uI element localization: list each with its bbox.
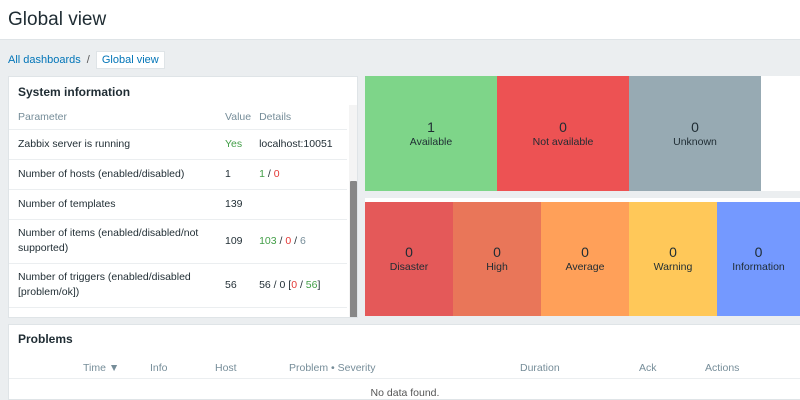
value-cell: Yes — [221, 129, 256, 160]
severity-high[interactable]: 0 High — [453, 202, 541, 316]
host-availability-unknown[interactable]: 0 Unknown — [629, 76, 761, 191]
widget-title-problems: Problems — [18, 332, 73, 346]
tile-label: Warning — [653, 261, 693, 273]
table-row: Number of triggers (enabled/disabled [pr… — [9, 263, 347, 308]
param-cell: Number of users (online) — [9, 307, 221, 317]
system-information-table: Parameter Value Details Zabbix server is… — [9, 105, 347, 318]
details-cell: 1 / 0 — [255, 159, 347, 190]
system-information-widget: System information Parameter Value Detai… — [8, 76, 358, 318]
table-row: Number of hosts (enabled/disabled) 1 1 /… — [9, 159, 347, 190]
host-availability-widget: 1 Available 0 Not available 0 Unknown — [365, 76, 800, 191]
page-title: Global view — [8, 9, 107, 30]
tile-label: Available — [409, 135, 453, 148]
value-cell: 139 — [221, 189, 256, 220]
details-part: / — [276, 234, 286, 247]
host-availability-not-available[interactable]: 0 Not available — [497, 76, 629, 191]
breadcrumb: All dashboards / Global view — [8, 51, 165, 69]
param-cell: Number of items (enabled/disabled/not su… — [9, 219, 221, 264]
severity-average[interactable]: 0 Average — [541, 202, 629, 316]
value-cell: 56 — [221, 263, 256, 308]
tile-label: Unknown — [673, 135, 717, 148]
page-header: Global view — [0, 0, 800, 40]
tile-count: 0 — [669, 244, 677, 260]
column-header-ack: Ack — [639, 362, 657, 374]
tile-label: Average — [565, 261, 605, 273]
tile-count: 0 — [754, 244, 763, 260]
severity-information[interactable]: 0 Information — [717, 202, 800, 316]
details-part: 1 — [259, 316, 265, 318]
details-cell: 1 — [255, 307, 347, 318]
details-part: ] — [317, 278, 321, 291]
details-part: / — [297, 278, 306, 291]
details-part: 6 — [299, 234, 306, 247]
widget-title-system-information: System information — [18, 85, 131, 99]
problems-by-severity-widget: 0 Disaster 0 High 0 Average 0 Warning 0 … — [365, 198, 800, 316]
details-part: 56 — [305, 278, 318, 291]
param-cell: Zabbix server is running — [9, 129, 221, 160]
severity-warning[interactable]: 0 Warning — [629, 202, 717, 316]
column-header-actions: Actions — [705, 362, 740, 374]
tile-count: 0 — [691, 118, 699, 135]
table-row: Zabbix server is running Yes localhost:1… — [9, 129, 347, 160]
column-header-details: Details — [255, 105, 347, 130]
system-information-scroll-area: Parameter Value Details Zabbix server is… — [9, 105, 347, 318]
value-cell: 2 — [221, 307, 256, 317]
details-cell: localhost:10051 — [255, 129, 347, 160]
details-part: 0 — [291, 278, 298, 291]
details-part: / — [291, 234, 300, 247]
column-header-problem-severity: Problem • Severity — [289, 362, 376, 374]
details-cell — [255, 189, 347, 220]
tile-label: Disaster — [389, 261, 429, 273]
details-part: 1 — [259, 167, 265, 180]
problems-table-header: Time ▼ Info Host Problem • Severity Dura… — [9, 357, 800, 379]
column-header-host: Host — [215, 362, 237, 374]
table-row: Number of items (enabled/disabled/not su… — [9, 219, 347, 264]
severity-disaster[interactable]: 0 Disaster — [365, 202, 453, 316]
details-part: 0 — [273, 167, 280, 180]
value-cell: 1 — [221, 159, 256, 190]
no-data-message: No data found. — [370, 387, 440, 399]
breadcrumb-separator: / — [86, 54, 90, 66]
table-row: Number of users (online) 2 1 — [9, 307, 347, 318]
tile-label: Information — [732, 261, 785, 273]
problems-widget: Problems Time ▼ Info Host Problem • Seve… — [8, 324, 800, 400]
tile-count: 0 — [559, 118, 567, 135]
scrollbar-thumb[interactable] — [350, 181, 357, 317]
tile-count: 1 — [427, 118, 435, 135]
param-cell: Number of templates — [9, 189, 221, 220]
value-cell: 109 — [221, 219, 256, 264]
breadcrumb-current[interactable]: Global view — [95, 51, 165, 69]
column-header-info: Info — [150, 362, 168, 374]
details-cell: 56 / 0 [0 / 56] — [255, 263, 347, 308]
table-row: Number of templates 139 — [9, 189, 347, 220]
details-cell: 103 / 0 / 6 — [255, 219, 347, 264]
tile-count: 0 — [405, 244, 413, 260]
tile-label: Not available — [532, 135, 594, 148]
param-cell: Number of triggers (enabled/disabled [pr… — [9, 263, 221, 308]
column-header-time[interactable]: Time ▼ — [83, 362, 120, 374]
column-header-value: Value — [221, 105, 256, 130]
details-part: 0 — [285, 234, 292, 247]
details-part: / — [264, 167, 274, 180]
details-part: 56 / 0 [ — [259, 278, 292, 291]
host-availability-available[interactable]: 1 Available — [365, 76, 497, 191]
tile-label: High — [486, 261, 508, 273]
column-header-duration: Duration — [520, 362, 560, 374]
column-header-parameter: Parameter — [9, 105, 221, 130]
tile-count: 0 — [581, 244, 589, 260]
tile-count: 0 — [493, 244, 501, 260]
param-cell: Number of hosts (enabled/disabled) — [9, 159, 221, 190]
breadcrumb-all-dashboards[interactable]: All dashboards — [8, 54, 81, 66]
details-part: 103 — [259, 234, 277, 247]
